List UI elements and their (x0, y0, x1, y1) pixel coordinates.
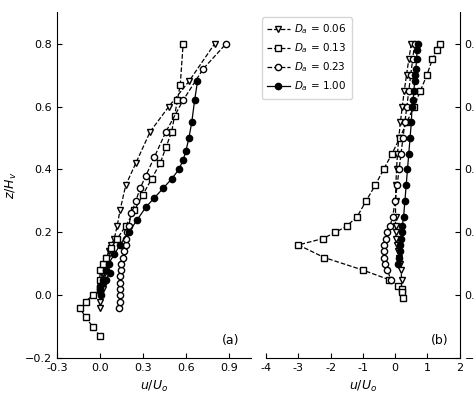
Text: (a): (a) (221, 334, 239, 347)
X-axis label: $u/U_o$: $u/U_o$ (349, 379, 377, 394)
Legend: $D_a$ = 0.06, $D_a$ = 0.13, $D_a$ = 0.23, $D_a$ = 1.00: $D_a$ = 0.06, $D_a$ = 0.13, $D_a$ = 0.23… (262, 18, 352, 98)
Text: (b): (b) (431, 334, 448, 347)
Y-axis label: $z/H_v$: $z/H_v$ (4, 171, 19, 199)
X-axis label: $u/U_o$: $u/U_o$ (140, 379, 168, 394)
